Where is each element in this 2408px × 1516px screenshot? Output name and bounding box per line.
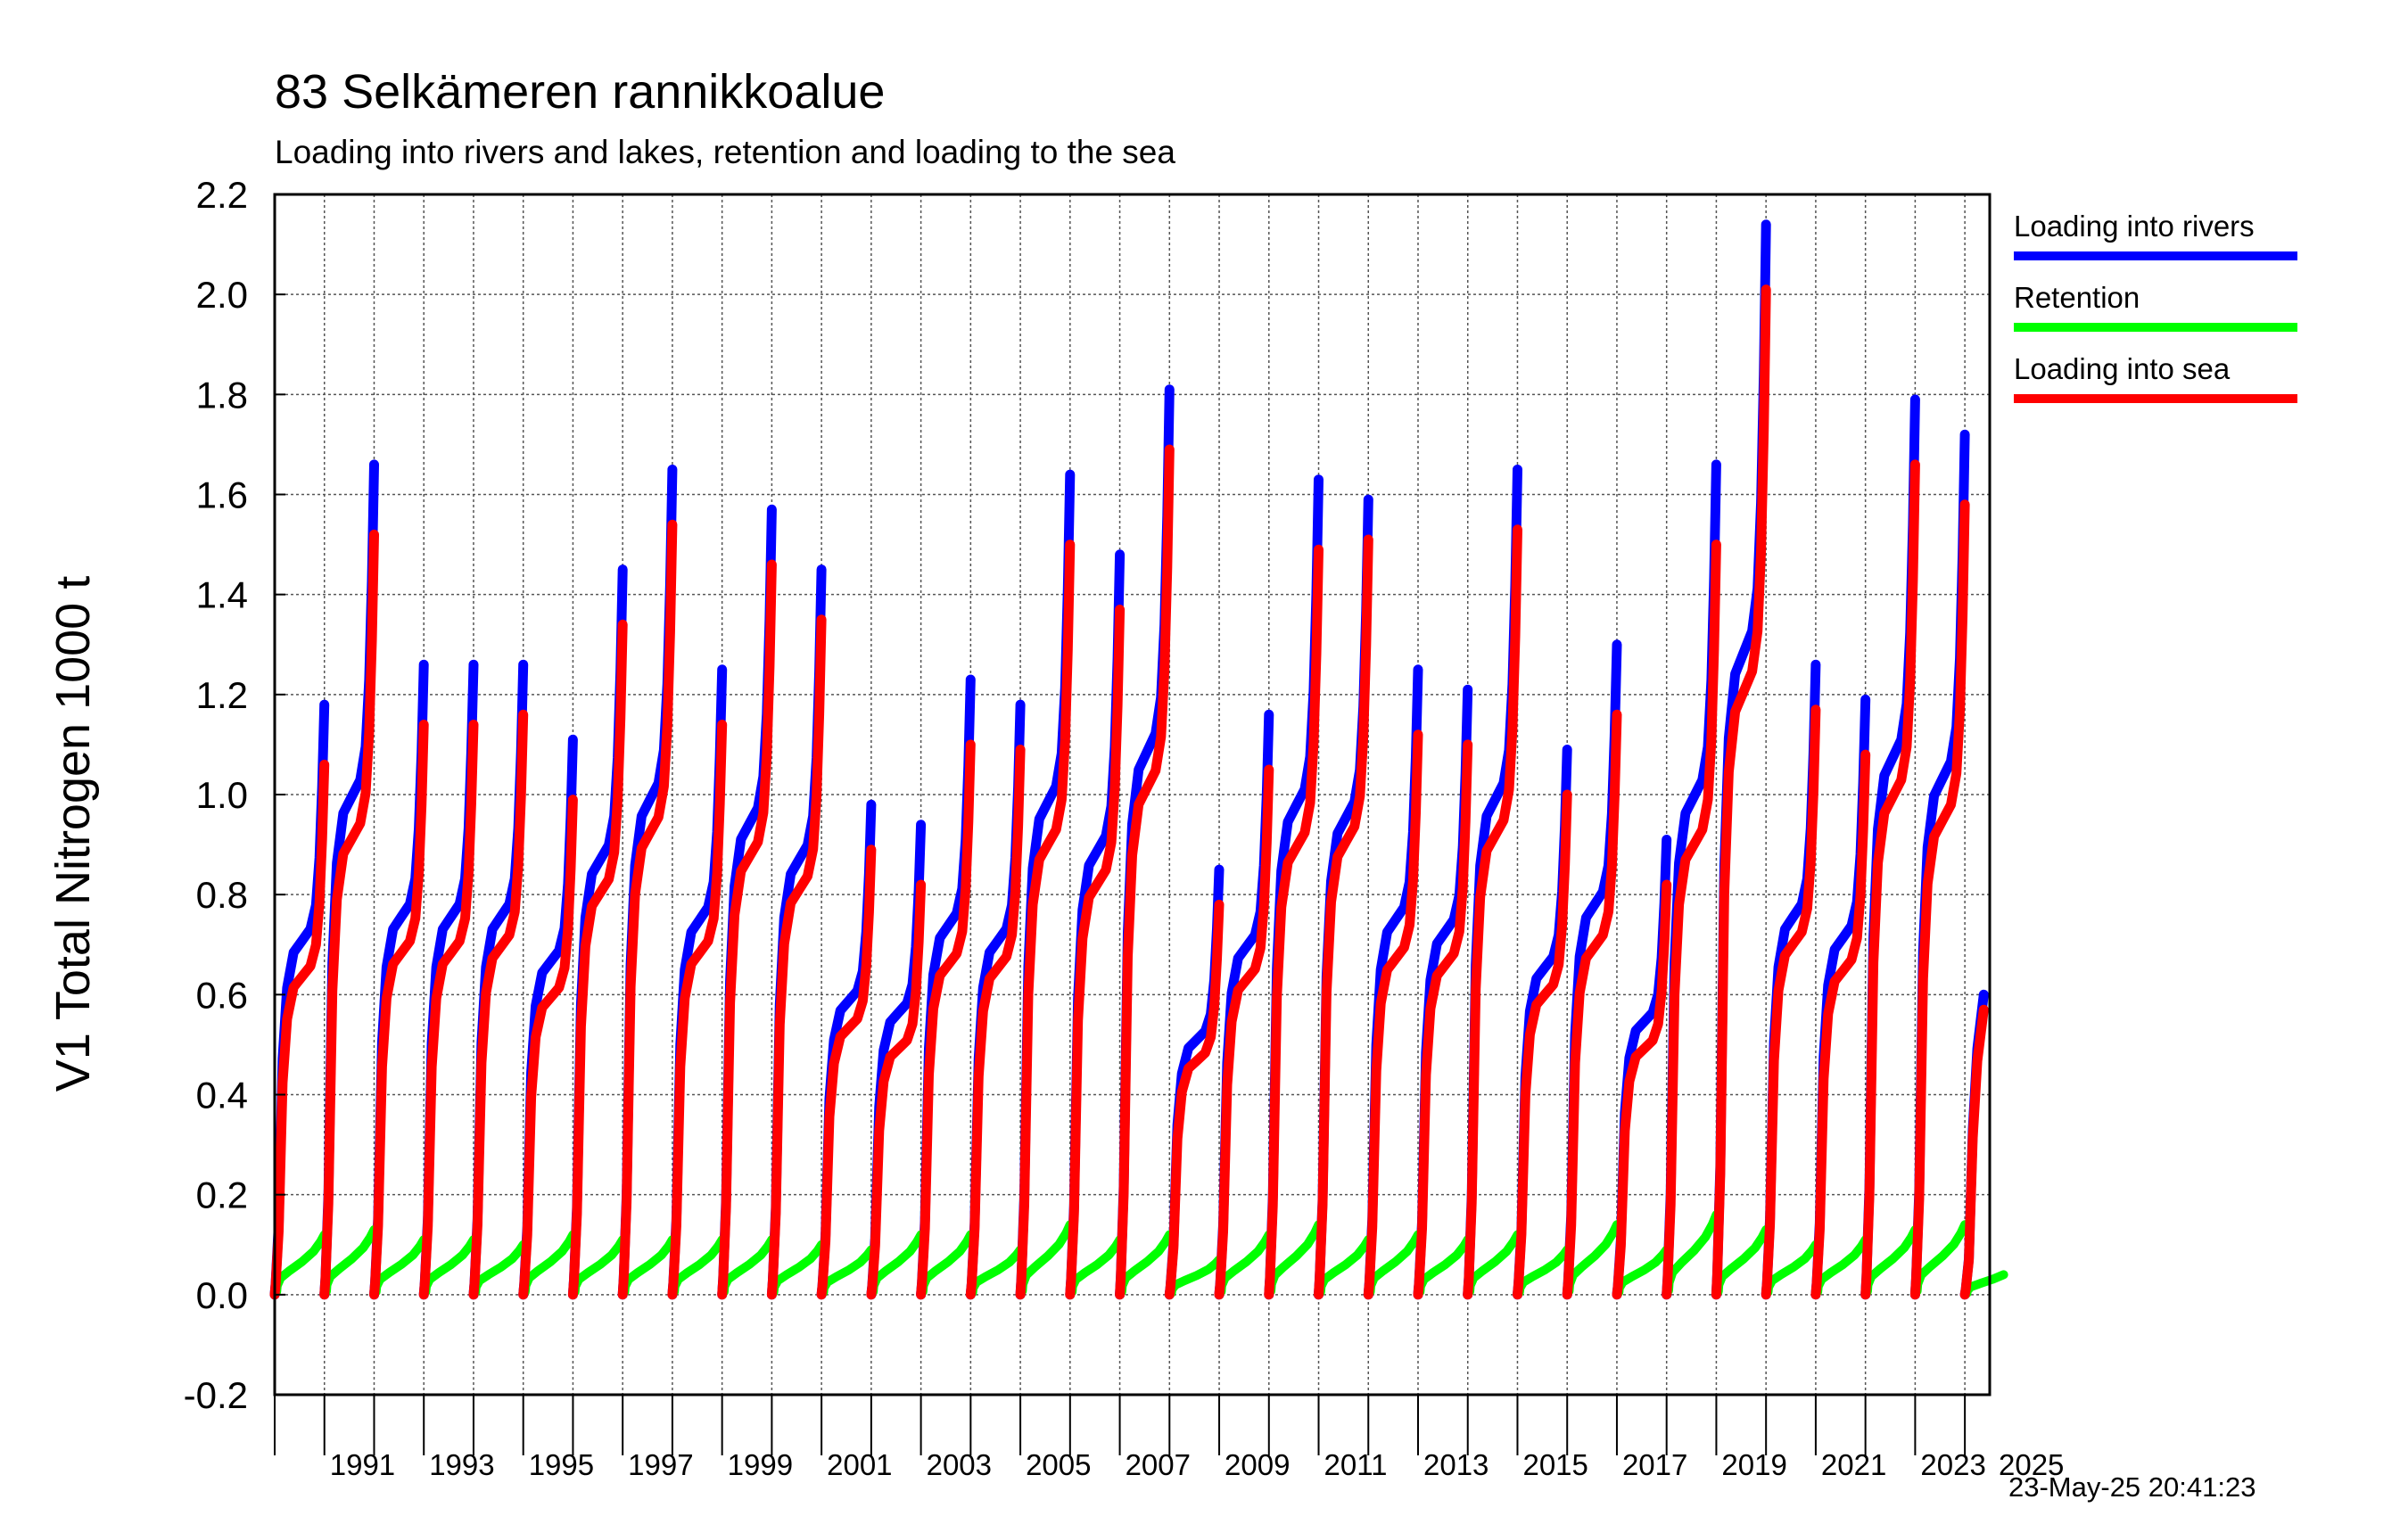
axis-layer: -0.2 0.0 0.2 0.4 0.6 0.8 1.0 1.2 1.4 1.6 1.8 2.0 2.2… (184, 174, 2065, 1481)
x-tick-label: 2005 (1026, 1448, 1091, 1481)
x-tick-label: 2001 (827, 1448, 892, 1481)
legend-label: Loading into sea (2014, 352, 2231, 385)
x-tick-label: 2007 (1126, 1448, 1191, 1481)
x-tick-label: 1993 (429, 1448, 494, 1481)
legend-label: Loading into rivers (2014, 210, 2255, 243)
y-tick-label: -0.2 (184, 1374, 248, 1416)
y-tick-label: 2.0 (196, 274, 248, 316)
chart-title: 83 Selkämeren rannikkoalue (275, 65, 886, 119)
series-line-loading-into-sea (269, 284, 1989, 1300)
y-tick-label: 0.4 (196, 1075, 248, 1116)
y-tick-label: 2.2 (196, 174, 248, 216)
x-tick-label: 2003 (927, 1448, 992, 1481)
chart-subtitle: Loading into rivers and lakes, retention… (275, 134, 1175, 170)
series-line-retention (270, 1210, 2008, 1298)
y-tick-label: 1.8 (196, 374, 248, 416)
x-tick-label: 2013 (1423, 1448, 1489, 1481)
x-tick-label: 2009 (1225, 1448, 1290, 1481)
x-tick-label: 1991 (330, 1448, 395, 1481)
timestamp: 23-May-25 20:41:23 (2008, 1471, 2256, 1503)
y-tick-label: 0.8 (196, 874, 248, 916)
y-tick-label: 1.2 (196, 674, 248, 716)
y-tick-label: 0.0 (196, 1274, 248, 1316)
x-tick-label: 2025 (1999, 1448, 2064, 1481)
y-tick-label: 1.0 (196, 774, 248, 816)
x-tick-label: 2017 (1622, 1448, 1687, 1481)
y-tick-label: 1.6 (196, 474, 248, 516)
series-layer (269, 219, 2008, 1300)
legend-label: Retention (2014, 281, 2140, 314)
y-axis-label: V1 Total Nitrogen 1000 t (46, 576, 100, 1092)
x-tick-label: 1995 (529, 1448, 594, 1481)
y-tick-label: 0.2 (196, 1174, 248, 1216)
x-tick-label: 2021 (1821, 1448, 1886, 1481)
x-tick-label: 2023 (1920, 1448, 1985, 1481)
legend: Loading into rivers Retention Loading into… (2014, 210, 2297, 403)
x-tick-label: 1999 (728, 1448, 793, 1481)
series-line-loading-into-rivers (269, 219, 1989, 1300)
x-tick-label: 1997 (628, 1448, 693, 1481)
y-tick-label: 1.4 (196, 574, 248, 616)
y-tick-label: 0.6 (196, 974, 248, 1016)
x-tick-label: 2019 (1721, 1448, 1786, 1481)
x-tick-label: 2011 (1324, 1448, 1388, 1481)
x-tick-label: 2015 (1522, 1448, 1587, 1481)
